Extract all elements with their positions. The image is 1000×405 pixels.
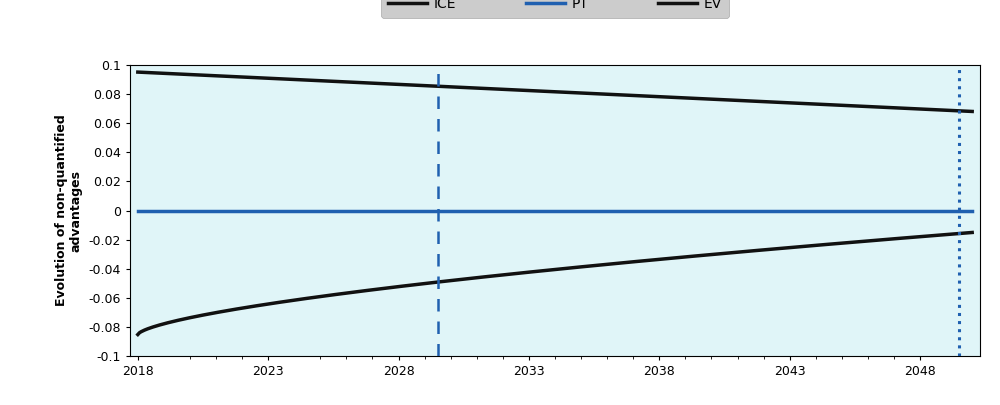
Y-axis label: Evolution of non-quantified
advantages: Evolution of non-quantified advantages bbox=[55, 115, 83, 307]
Legend: ICE, PT, EV: ICE, PT, EV bbox=[381, 0, 729, 18]
